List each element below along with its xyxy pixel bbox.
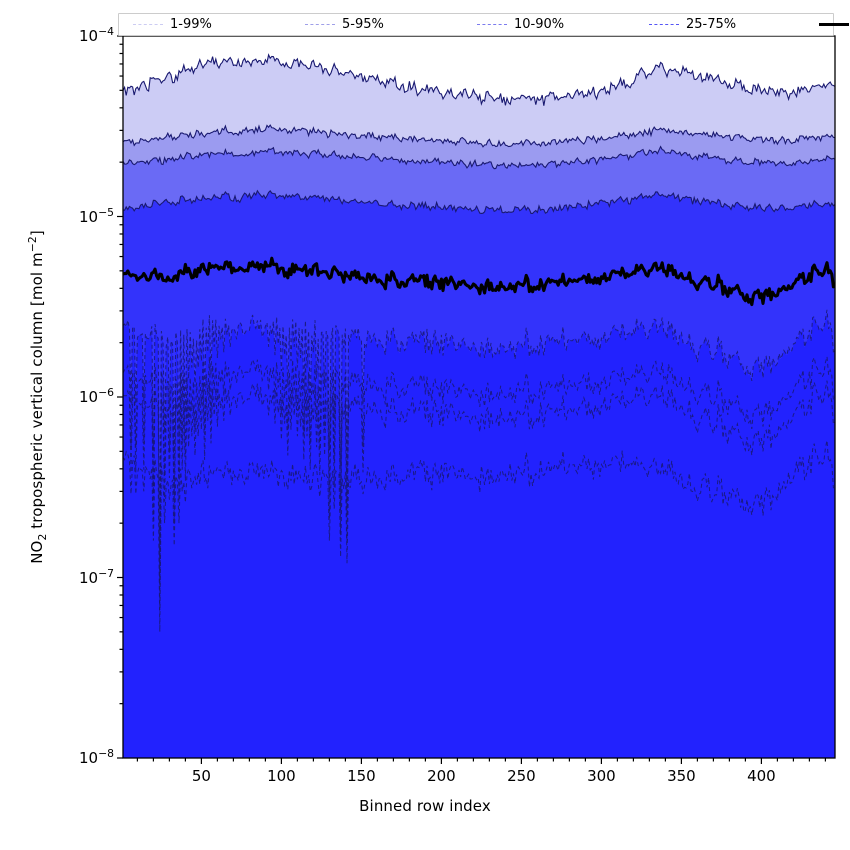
legend-label: 5-95% xyxy=(342,17,384,32)
legend-item-median[interactable]: Median xyxy=(819,14,850,35)
legend-swatch-line xyxy=(305,24,335,25)
legend-swatch-line xyxy=(477,24,507,25)
y-tick-label: 10−5 xyxy=(78,205,114,226)
legend-label: 10-90% xyxy=(514,17,565,32)
legend-item-1-99[interactable]: 1-99% xyxy=(133,14,212,35)
x-tick-label: 250 xyxy=(507,767,536,785)
legend-swatch-line xyxy=(819,23,849,26)
legend-label: 1-99% xyxy=(170,17,212,32)
legend-label: 25-75% xyxy=(686,17,737,32)
y-tick-label: 10−6 xyxy=(78,386,114,406)
x-tick-label: 100 xyxy=(267,767,296,785)
legend-swatch-line xyxy=(649,24,679,25)
legend-item-5-95[interactable]: 5-95% xyxy=(305,14,384,35)
y-tick-label: 10−4 xyxy=(78,25,114,45)
x-tick-label: 350 xyxy=(667,767,696,785)
legend-item-25-75[interactable]: 25-75% xyxy=(649,14,736,35)
x-axis-label: Binned row index xyxy=(359,797,491,815)
x-tick-label: 400 xyxy=(747,767,776,785)
legend-swatch-line xyxy=(133,24,163,25)
y-axis-label: NO2 tropospheric vertical column [mol m−… xyxy=(26,230,49,564)
legend-item-10-90[interactable]: 10-90% xyxy=(477,14,564,35)
x-tick-label: 50 xyxy=(191,767,211,785)
x-tick-label: 300 xyxy=(587,767,616,785)
y-tick-label: 10−8 xyxy=(78,747,114,767)
x-tick-label: 150 xyxy=(347,767,376,785)
y-tick-label: 10−7 xyxy=(78,566,114,587)
chart-legend: 1-99% 5-95% 10-90% 25-75% Median xyxy=(118,13,849,36)
x-tick-label: 200 xyxy=(427,767,456,785)
